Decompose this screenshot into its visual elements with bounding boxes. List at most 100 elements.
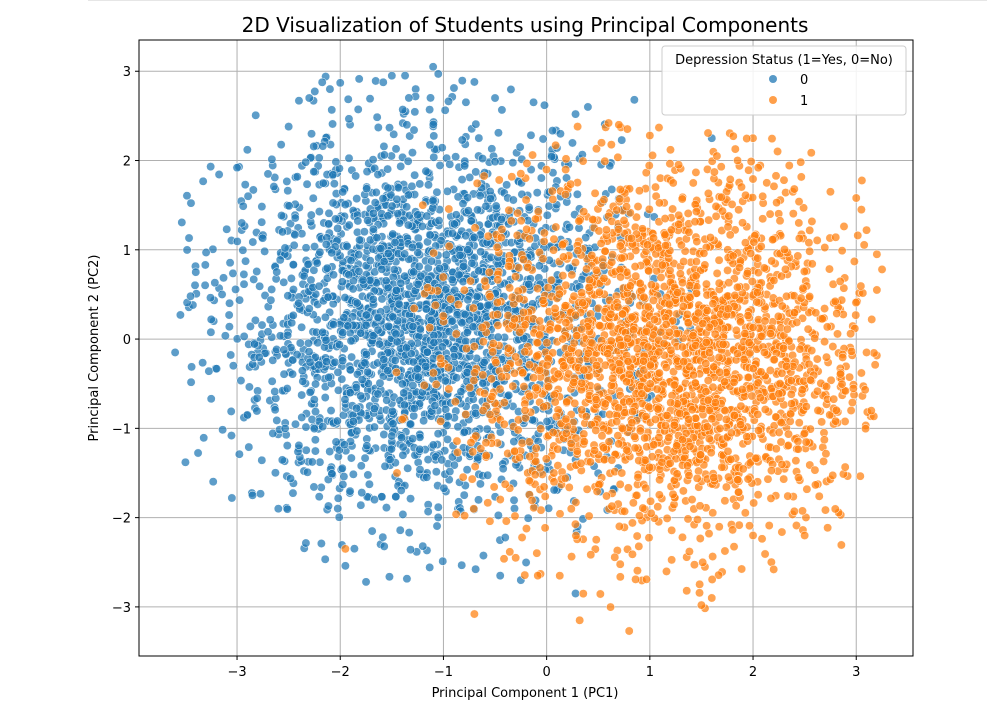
series-1-point: [654, 123, 664, 133]
series-0-point: [191, 267, 201, 277]
series-1-point: [830, 504, 840, 514]
series-0-point: [402, 574, 412, 584]
series-1-point: [540, 523, 550, 533]
series-1-point: [840, 417, 850, 426]
series-1-point: [812, 235, 822, 245]
series-0-point: [607, 184, 617, 194]
series-0-point: [201, 248, 211, 257]
series-1-point: [709, 362, 719, 372]
series-1-point: [793, 444, 803, 454]
series-1-point: [645, 462, 655, 472]
series-1-point: [794, 218, 804, 228]
series-1-point: [430, 300, 440, 310]
series-1-point: [483, 231, 493, 241]
series-1-point: [453, 447, 463, 457]
series-1-point: [811, 480, 820, 490]
series-0-point: [345, 388, 355, 398]
series-1-point: [574, 216, 584, 226]
series-0-point: [257, 202, 267, 212]
series-1-point: [806, 375, 815, 385]
series-0-point: [324, 372, 334, 382]
series-0-point: [324, 208, 334, 218]
series-1-point: [600, 399, 610, 409]
series-0-point: [425, 562, 435, 572]
series-0-point: [258, 233, 268, 243]
series-1-point: [642, 326, 651, 336]
series-1-point: [594, 226, 604, 236]
series-1-point: [851, 298, 861, 308]
series-1-point: [756, 241, 766, 251]
series-0-point: [232, 236, 242, 246]
series-1-point: [710, 329, 720, 339]
series-1-point: [595, 321, 605, 331]
series-1-point: [720, 496, 730, 506]
series-1-point: [688, 178, 698, 188]
series-0-point: [387, 71, 397, 81]
series-1-point: [784, 429, 793, 439]
series-0-point: [429, 131, 439, 141]
series-1-point: [614, 521, 624, 531]
series-1-point: [409, 304, 419, 313]
series-1-point: [600, 360, 610, 370]
series-0-point: [491, 201, 501, 211]
series-0-point: [225, 258, 235, 268]
series-1-point: [532, 351, 542, 361]
series-1-point: [779, 343, 788, 353]
series-0-point: [371, 76, 381, 86]
series-0-point: [462, 368, 472, 377]
series-0-point: [448, 228, 457, 238]
series-1-point: [582, 264, 592, 274]
series-0-point: [249, 274, 259, 284]
series-0-point: [304, 347, 314, 357]
series-1-point: [644, 533, 654, 543]
series-1-point: [741, 190, 751, 200]
series-1-point: [559, 361, 569, 371]
series-0-point: [471, 167, 481, 177]
series-1-point: [521, 195, 531, 205]
series-0-point: [208, 477, 218, 487]
series-0-point: [222, 224, 232, 234]
series-0-point: [389, 129, 399, 139]
series-1-point: [728, 131, 738, 141]
series-0-point: [276, 140, 286, 150]
series-0-point: [323, 292, 333, 302]
series-1-point: [519, 382, 529, 391]
series-0-point: [471, 119, 481, 129]
series-1-point: [512, 230, 522, 240]
series-1-point: [576, 458, 586, 468]
series-0-point: [354, 266, 364, 276]
series-1-point: [729, 542, 739, 552]
series-1-point: [619, 216, 629, 225]
series-0-point: [483, 470, 493, 480]
series-1-point: [769, 276, 779, 285]
series-1-point: [813, 386, 822, 396]
series-0-point: [486, 194, 495, 203]
series-0-point: [474, 495, 483, 505]
series-0-point: [479, 357, 489, 367]
series-1-point: [777, 459, 787, 469]
series-0-point: [440, 376, 450, 386]
series-1-point: [796, 172, 806, 182]
series-1-point: [847, 398, 857, 407]
series-1-point: [539, 402, 549, 412]
series-1-point: [610, 552, 620, 562]
series-1-point: [535, 365, 545, 375]
series-0-point: [428, 119, 438, 129]
series-0-point: [331, 437, 341, 447]
series-0-point: [379, 354, 389, 364]
series-1-point: [516, 216, 526, 226]
series-1-point: [567, 552, 577, 562]
series-0-point: [402, 120, 412, 130]
series-0-point: [314, 153, 324, 163]
series-1-point: [703, 376, 713, 385]
series-0-point: [314, 360, 324, 370]
series-0-point: [423, 455, 433, 465]
series-1-point: [690, 217, 700, 227]
series-1-point: [664, 327, 674, 337]
series-0-point: [302, 179, 312, 189]
series-1-point: [627, 418, 637, 428]
series-1-point: [783, 441, 793, 450]
series-0-point: [304, 93, 314, 103]
series-1-point: [612, 205, 622, 215]
series-1-point: [469, 504, 479, 514]
